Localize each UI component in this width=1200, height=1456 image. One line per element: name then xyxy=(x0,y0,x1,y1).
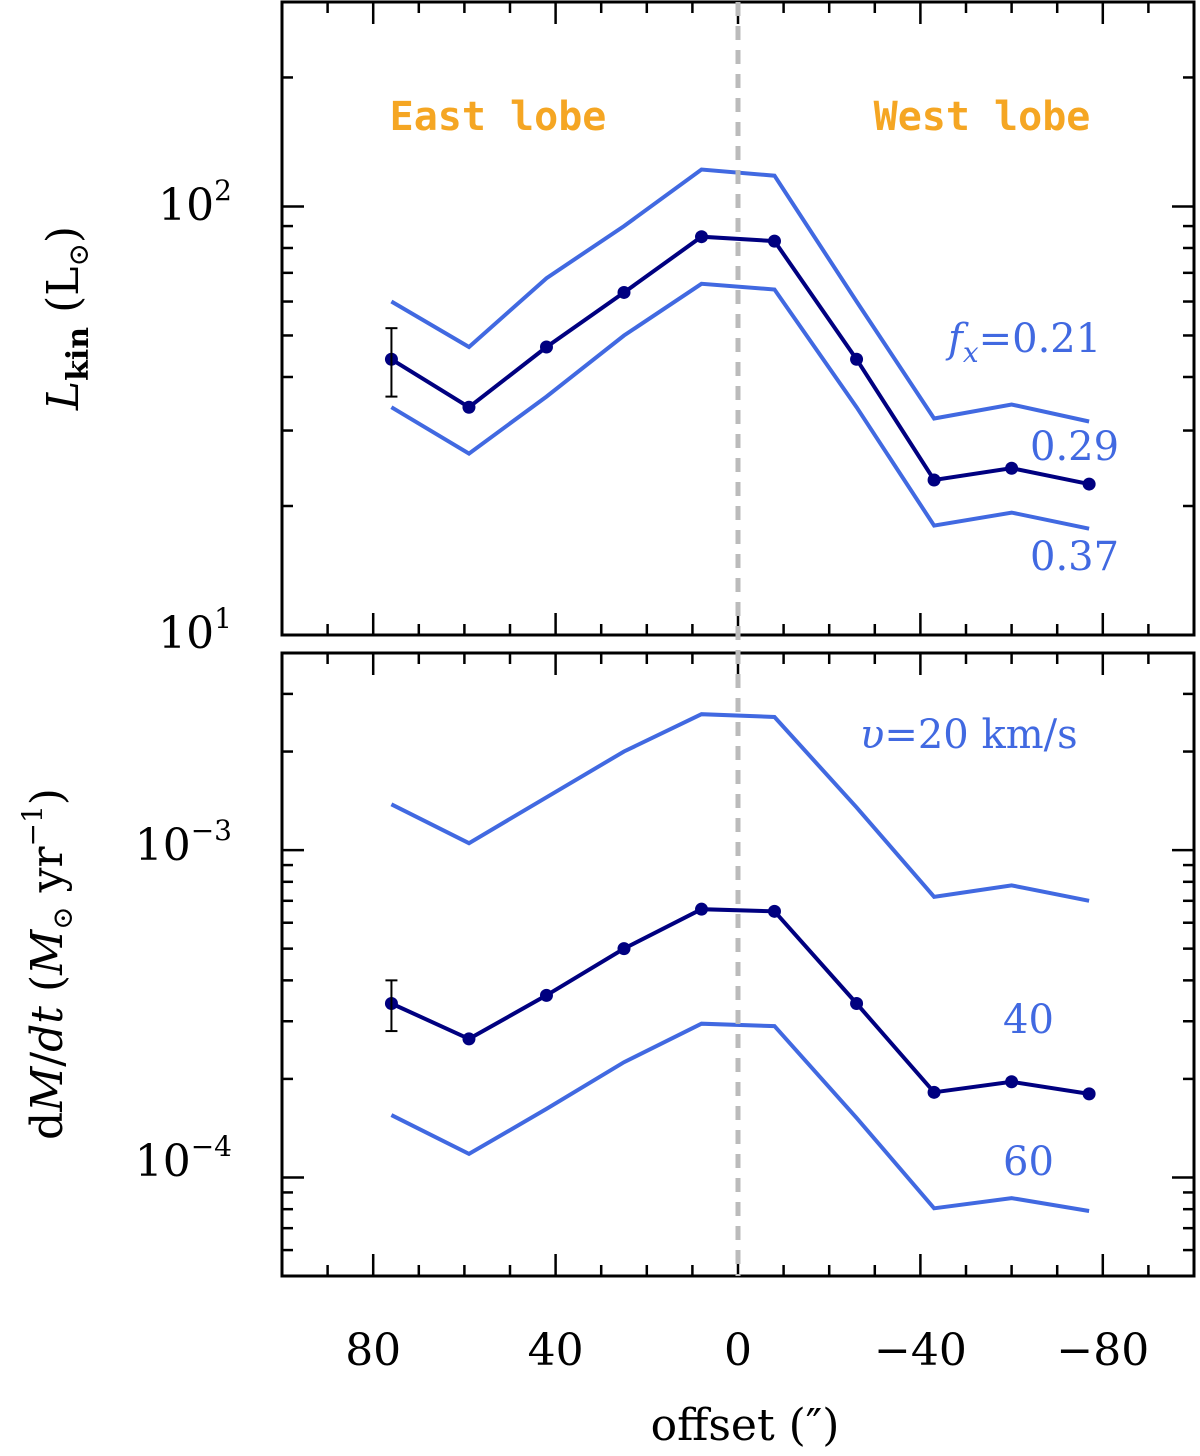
top-ylabel-sun: ⊙ xyxy=(62,243,95,266)
x-axis-label: offset (″) xyxy=(651,1400,840,1451)
bot-ylabel-open: ( xyxy=(22,975,73,1006)
bot-point-9 xyxy=(1082,1087,1096,1101)
fx-subscript: x xyxy=(963,336,979,369)
fx-021-annotation: fx=0.21 xyxy=(945,316,1101,369)
top-point-6 xyxy=(850,352,864,366)
bot-ytick-label-1e-3: 10−3 xyxy=(135,814,232,871)
bot-point-5 xyxy=(767,904,781,918)
bot-point-2 xyxy=(539,988,553,1002)
top-point-8 xyxy=(1005,461,1019,475)
top-ylabel-sub: kin xyxy=(61,327,96,381)
top-ytick-10-exp: 1 xyxy=(214,602,232,635)
bot-point-3 xyxy=(617,942,631,956)
top-point-4 xyxy=(695,230,709,244)
top-point-1 xyxy=(462,400,476,414)
bot-ytick-1e-4-exp: −4 xyxy=(191,1130,232,1163)
bot-ytick-1e-3-exp: −3 xyxy=(191,814,232,847)
bottom-ylabel: dM/dt (M⊙ yr−1) xyxy=(16,788,79,1140)
xtick-label-3: −40 xyxy=(874,1325,967,1376)
xtick-label-4: −80 xyxy=(1056,1325,1149,1376)
v-symbol: υ xyxy=(860,712,884,758)
xtick-label-0: 80 xyxy=(345,1325,401,1376)
top-ylabel-unit-open: (L xyxy=(38,267,89,327)
bot-ytick-1e-4-base: 10 xyxy=(135,1136,191,1187)
top-ytick-10-base: 10 xyxy=(158,608,214,659)
top-point-3 xyxy=(617,285,631,299)
fx-value: =0.21 xyxy=(979,316,1102,362)
top-ytick-100-exp: 2 xyxy=(214,174,232,207)
top-ylabel: Lkin (L⊙) xyxy=(38,226,96,411)
top-point-5 xyxy=(767,234,781,248)
top-ytick-label-10: 101 xyxy=(158,602,232,659)
top-point-9 xyxy=(1082,477,1096,491)
bottom-panel: υ=20 km/s 40 60 10−3 10−4 dM/dt (M⊙ yr−1… xyxy=(16,651,1196,1278)
bot-ylabel-dt: dt xyxy=(22,1006,73,1052)
top-ylabel-L: L xyxy=(38,381,89,411)
bot-series-v-20 xyxy=(390,712,1090,903)
top-series-f-x-0-29 xyxy=(390,234,1090,487)
bot-point-6 xyxy=(850,996,864,1010)
bot-series-v-40 xyxy=(390,907,1090,1096)
bot-ytick-label-1e-4: 10−4 xyxy=(135,1130,232,1187)
top-point-2 xyxy=(539,340,553,354)
bot-series-v-60 xyxy=(390,1021,1090,1213)
bot-point-4 xyxy=(695,902,709,916)
east-lobe-label: East lobe xyxy=(390,94,607,140)
v20-annotation: υ=20 km/s xyxy=(860,712,1078,758)
bot-ytick-1e-3-base: 10 xyxy=(135,820,191,871)
top-point-7 xyxy=(927,473,941,487)
fx-037-annotation: 0.37 xyxy=(1030,534,1119,580)
bot-ylabel-M: M xyxy=(22,1066,73,1113)
fx-029-annotation: 0.29 xyxy=(1030,424,1119,470)
top-series-f-x-0-37 xyxy=(390,281,1090,531)
top-panel: East lobe West lobe fx=0.21 0.29 0.37 10… xyxy=(38,0,1196,659)
bot-ylabel-exp: −1 xyxy=(16,805,49,846)
bot-ylabel-d: d xyxy=(22,1112,73,1140)
bot-ylabel-slash: / xyxy=(22,1052,73,1067)
v40-annotation: 40 xyxy=(1003,997,1054,1043)
bot-point-8 xyxy=(1005,1075,1019,1089)
v60-annotation: 60 xyxy=(1003,1139,1054,1185)
west-lobe-label: West lobe xyxy=(874,94,1091,140)
bot-ylabel-Msun: M xyxy=(22,929,73,976)
bot-ylabel-yr: yr xyxy=(22,846,73,907)
top-ylabel-unit-close: ) xyxy=(38,226,89,243)
bot-point-7 xyxy=(927,1085,941,1099)
top-ytick-label-100: 102 xyxy=(158,174,232,231)
xtick-label-2: 0 xyxy=(724,1325,752,1376)
v-value: =20 km/s xyxy=(884,712,1077,758)
bot-ylabel-close: ) xyxy=(22,788,73,805)
bot-ylabel-sun: ⊙ xyxy=(46,906,79,929)
xtick-label-1: 40 xyxy=(528,1325,584,1376)
bot-point-1 xyxy=(462,1032,476,1046)
top-ytick-100-base: 10 xyxy=(158,180,214,231)
